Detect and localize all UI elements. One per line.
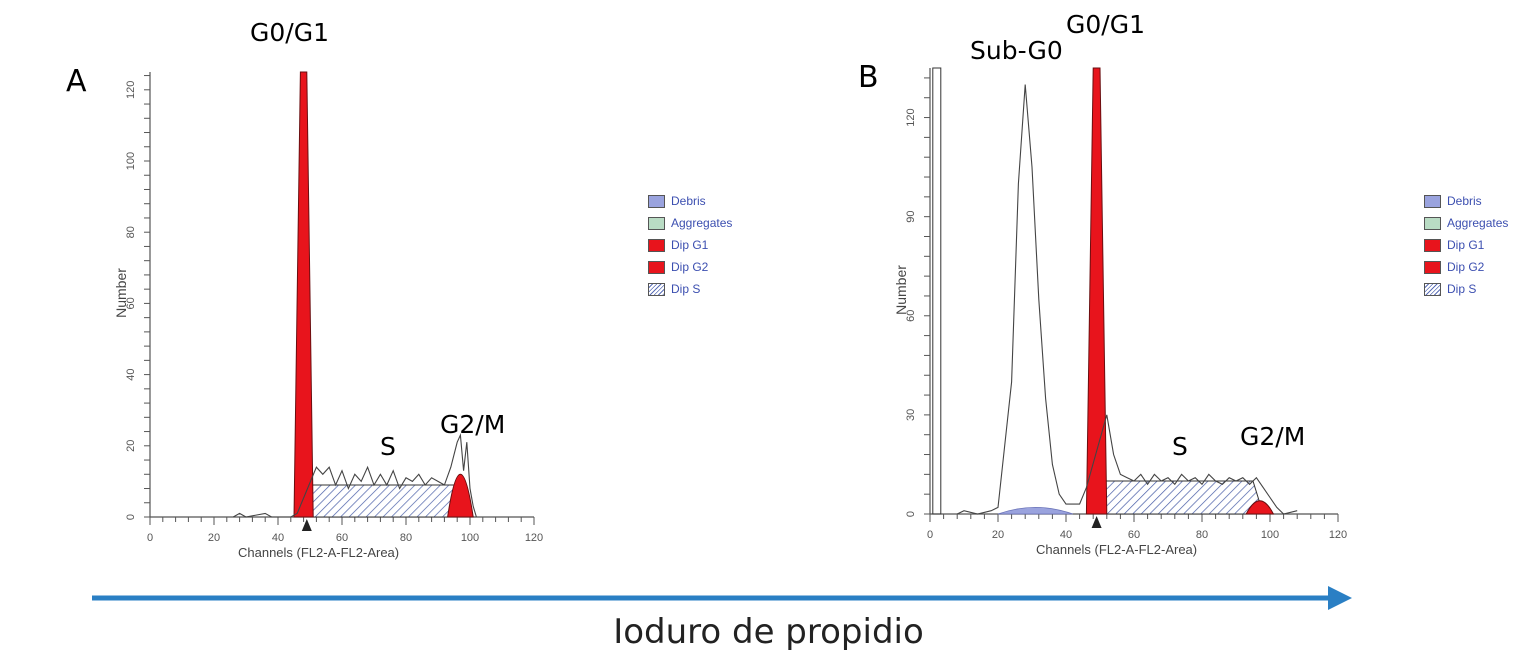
legend-swatch-aggregates	[1424, 216, 1441, 230]
x-tick-label: 100	[1261, 529, 1279, 541]
histogram-line	[232, 432, 477, 518]
legend-item: Aggregates	[648, 212, 732, 234]
x-tick-label: 120	[1329, 529, 1347, 541]
legend-item: Dip G1	[648, 234, 732, 256]
legend-item: Debris	[1424, 190, 1508, 212]
y-tick-label: 60	[125, 297, 137, 309]
edge-event-bar	[932, 67, 942, 515]
legend-label: Dip G2	[1447, 260, 1485, 274]
legend-swatch-dip-s	[1424, 282, 1441, 296]
y-tick-label: 100	[125, 152, 137, 170]
y-tick-label: 0	[905, 511, 917, 517]
g2-peak	[447, 473, 474, 518]
s-phase-area	[309, 484, 465, 518]
legend-swatch-dip-s	[648, 282, 665, 296]
panel-b-chart: 0 20 40 60 80 100 120 0 30 60 90 120	[905, 67, 1347, 541]
x-tick-label: 0	[147, 532, 153, 544]
legend-item: Debris	[648, 190, 732, 212]
histogram-line	[956, 84, 1298, 515]
legend-label: Dip G1	[671, 238, 709, 252]
legend-label: Aggregates	[671, 216, 733, 230]
legend-label: Dip S	[1447, 282, 1477, 296]
x-tick-label: 120	[525, 532, 543, 544]
y-tick-label: 80	[125, 226, 137, 238]
g2-peak	[1245, 500, 1275, 515]
legend-item: Dip G1	[1424, 234, 1508, 256]
x-tick-label: 20	[992, 529, 1004, 541]
legend-label: Aggregates	[1447, 216, 1509, 230]
x-tick-label: 80	[1196, 529, 1208, 541]
panel-a-s-label: S	[380, 432, 396, 461]
legend-label: Dip S	[671, 282, 701, 296]
s-phase-area	[1102, 480, 1264, 515]
legend-swatch-dip-g2	[1424, 260, 1441, 274]
legend-item: Dip G2	[1424, 256, 1508, 278]
y-tick-label: 0	[125, 514, 137, 520]
x-tick-label: 40	[272, 532, 284, 544]
legend-swatch-dip-g1	[648, 238, 665, 252]
x-tick-label: 60	[336, 532, 348, 544]
panel-b-letter: B	[858, 60, 879, 95]
panel-b-subg0-label: Sub-G0	[970, 36, 1063, 65]
panel-a-chart: 0 20 40 60 80 100 120 0 20 40 60 80 100 120	[125, 71, 543, 544]
legend-label: Dip G1	[1447, 238, 1485, 252]
panel-a-legend: Debris Aggregates Dip G1 Dip G2 Dip S	[648, 190, 732, 300]
debris-area	[997, 507, 1073, 515]
panel-b-s-label: S	[1172, 432, 1188, 461]
y-tick-label: 40	[125, 368, 137, 380]
panel-b-xlabel: Channels (FL2-A-FL2-Area)	[1036, 542, 1198, 557]
x-caption: Ioduro de propidio	[613, 612, 924, 652]
panel-b-g2m-label: G2/M	[1240, 422, 1306, 451]
g1-peak	[1085, 67, 1108, 515]
g1-marker	[301, 519, 312, 531]
x-tick-label: 80	[400, 532, 412, 544]
legend-swatch-debris	[1424, 194, 1441, 208]
legend-label: Dip G2	[671, 260, 709, 274]
x-tick-label: 20	[208, 532, 220, 544]
y-tick-label: 60	[905, 310, 917, 322]
x-tick-label: 100	[461, 532, 479, 544]
panel-a-g2m-label: G2/M	[440, 410, 506, 439]
y-tick-label: 120	[125, 81, 137, 99]
g1-marker	[1091, 516, 1102, 528]
legend-label: Debris	[1447, 194, 1482, 208]
propidium-iodide-arrow	[92, 586, 1352, 610]
g1-peak	[293, 71, 314, 518]
legend-swatch-aggregates	[648, 216, 665, 230]
arrow-head	[1328, 586, 1352, 610]
y-tick-label: 20	[125, 440, 137, 452]
x-tick-label: 0	[927, 529, 933, 541]
legend-item: Dip S	[648, 278, 732, 300]
panel-a-letter: A	[66, 64, 87, 99]
y-tick-label: 30	[905, 409, 917, 421]
legend-item: Aggregates	[1424, 212, 1508, 234]
legend-swatch-debris	[648, 194, 665, 208]
panel-b-g0g1-label: G0/G1	[1066, 10, 1145, 39]
x-tick-label: 40	[1060, 529, 1072, 541]
legend-swatch-dip-g2	[648, 260, 665, 274]
legend-item: Dip S	[1424, 278, 1508, 300]
x-tick-label: 60	[1128, 529, 1140, 541]
y-tick-label: 120	[905, 108, 917, 126]
histogram-charts: 0 20 40 60 80 100 120 0 20 40 60 80 100 120 0 20 40 60 80…	[92, 67, 1352, 610]
y-tick-label: 90	[905, 211, 917, 223]
legend-label: Debris	[671, 194, 706, 208]
panel-a-g0g1-label: G0/G1	[250, 18, 329, 47]
panel-b-legend: Debris Aggregates Dip G1 Dip G2 Dip S	[1424, 190, 1508, 300]
legend-item: Dip G2	[648, 256, 732, 278]
panel-a-xlabel: Channels (FL2-A-FL2-Area)	[238, 545, 400, 560]
legend-swatch-dip-g1	[1424, 238, 1441, 252]
